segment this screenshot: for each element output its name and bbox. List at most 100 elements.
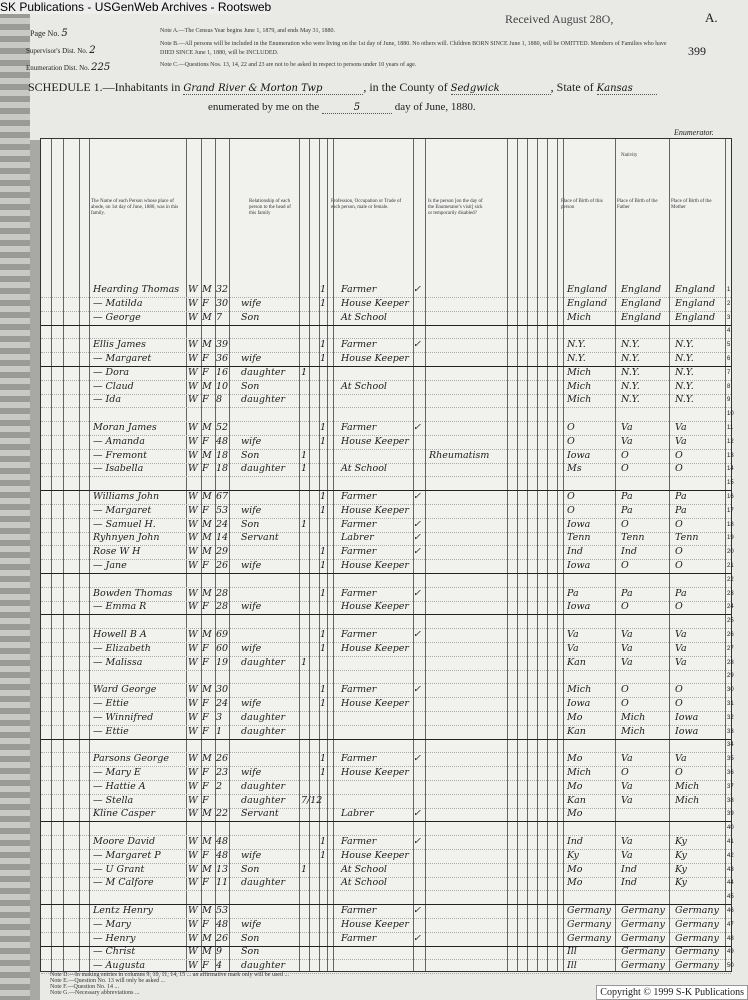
census-row: 4 xyxy=(41,324,731,340)
occupation: Farmer xyxy=(341,491,377,502)
name: Lentz Henry xyxy=(93,905,153,916)
mother-birth-place: N.Y. xyxy=(675,394,694,406)
father-birth-place: Tenn xyxy=(621,532,645,544)
birth-place: Kan xyxy=(567,656,586,668)
mother-birth-place: Va xyxy=(675,435,687,447)
sex: F xyxy=(202,918,209,930)
birth-place: Germany xyxy=(567,905,611,916)
age: 18 xyxy=(216,449,229,461)
married-mark: 1 xyxy=(320,504,327,516)
census-row: Rose W H W M 29 1 Farmer Ind Ind O ✓ 20 xyxy=(41,545,734,561)
census-row: 15 xyxy=(41,476,734,492)
sex: M xyxy=(202,380,212,392)
name: Ward George xyxy=(93,684,157,696)
mother-birth-place: Va xyxy=(675,422,687,433)
sex: F xyxy=(202,656,209,668)
occupation: Farmer xyxy=(341,339,377,351)
married-mark: 1 xyxy=(320,836,327,847)
father-birth-place: N.Y. xyxy=(621,339,640,351)
line-number: 12 xyxy=(727,438,734,445)
name: — Stella xyxy=(93,794,134,806)
name: Kline Casper xyxy=(93,808,155,820)
age: 39 xyxy=(216,339,229,351)
color: W xyxy=(188,767,198,778)
received-stamp: Received August 28O, xyxy=(505,12,614,26)
adjacent-page-edge xyxy=(0,0,30,1000)
birth-place: Kan xyxy=(567,725,586,737)
name: — Claud xyxy=(93,380,134,392)
footnotes: Note D.—In making entries in columns 9, … xyxy=(50,972,289,996)
line-number: 42 xyxy=(727,852,734,859)
father-birth-place: O xyxy=(621,449,629,461)
father-birth-place: Germany xyxy=(621,932,665,944)
birth-place: Mich xyxy=(567,394,592,406)
census-row: — Ettie W F 1 daughter Kan Mich Iowa 33 xyxy=(41,725,734,740)
line-number: 27 xyxy=(727,645,734,652)
birth-place: Ms xyxy=(567,463,582,475)
mother-birth-place: O xyxy=(675,518,683,530)
birth-place: Iowa xyxy=(567,698,591,709)
occupation: Farmer xyxy=(341,836,377,847)
age: 11 xyxy=(216,877,229,889)
census-row: — Ettie W F 24 wife 1 House Keeper Iowa O O 31 xyxy=(41,697,734,712)
check-mark-icon: ✓ xyxy=(413,905,421,916)
occupation: House Keeper xyxy=(341,297,409,309)
sex: F xyxy=(202,394,209,406)
schedule-line: SCHEDULE 1.—Inhabitants in Grand River &… xyxy=(28,80,657,95)
line-number: 30 xyxy=(727,687,734,694)
name: — Christ xyxy=(93,946,136,958)
age: 30 xyxy=(216,297,229,309)
page-no-value: 5 xyxy=(61,28,68,39)
census-row: 22 xyxy=(41,573,734,588)
married-mark: 1 xyxy=(320,849,327,861)
name: — George xyxy=(93,311,141,323)
note-c: Note C.—Questions Nos. 13, 14, 22 and 23… xyxy=(160,62,417,68)
relation: Son xyxy=(241,946,260,958)
name: — Samuel H. xyxy=(93,518,156,530)
check-mark-icon: ✓ xyxy=(413,546,421,558)
birth-place: Pa xyxy=(567,587,579,599)
age: 10 xyxy=(216,380,229,392)
column-divider xyxy=(79,139,80,971)
birth-place: Ind xyxy=(567,836,583,847)
birth-place: Mich xyxy=(567,684,592,696)
relation: Servant xyxy=(241,532,279,544)
occupation: At School xyxy=(341,311,387,323)
age: 19 xyxy=(216,656,229,668)
age: 29 xyxy=(216,546,229,558)
mother-birth-place: Va xyxy=(675,629,687,640)
sex: M xyxy=(202,587,212,599)
sex: M xyxy=(202,449,212,461)
sex: M xyxy=(202,753,212,765)
relation: wife xyxy=(241,918,262,930)
census-row: — Matilda W F 30 wife 1 House Keeper England Eng… xyxy=(41,297,731,312)
color: W xyxy=(188,932,198,944)
sex: F xyxy=(202,560,209,571)
census-row: Ellis James W M 39 1 Farmer N.Y. N.Y. N.Y. ✓ 5 xyxy=(41,338,731,354)
age: 16 xyxy=(216,366,229,378)
census-row: — Christ W M 9 Son Ill Germany Germany 49 xyxy=(41,945,734,961)
column-divider xyxy=(63,139,64,971)
sex: M xyxy=(202,808,212,820)
father-birth-place: Germany xyxy=(621,918,665,930)
age: 48 xyxy=(216,849,229,861)
color: W xyxy=(188,353,198,364)
birth-place: Kan xyxy=(567,794,586,806)
column-divider xyxy=(327,139,328,971)
sex: F xyxy=(202,725,209,737)
father-birth-place: O xyxy=(621,601,629,613)
married-mark: 1 xyxy=(320,560,327,571)
color: W xyxy=(188,794,198,806)
census-row: — Isabella W F 18 daughter 1 At School Ms O O 14 xyxy=(41,462,734,478)
county: Sedgwick xyxy=(450,83,551,95)
check-mark-icon: ✓ xyxy=(413,932,421,944)
occupation: Labrer xyxy=(341,532,374,544)
name: Parsons George xyxy=(93,753,169,765)
occupation: At School xyxy=(341,877,387,889)
father-birth-place: Pa xyxy=(621,587,633,599)
sex: F xyxy=(202,698,209,709)
check-mark-icon: ✓ xyxy=(413,518,421,530)
census-row: — Claud W M 10 Son At School Mich N.Y. N.Y. 8 xyxy=(41,380,731,395)
color: W xyxy=(188,449,198,461)
